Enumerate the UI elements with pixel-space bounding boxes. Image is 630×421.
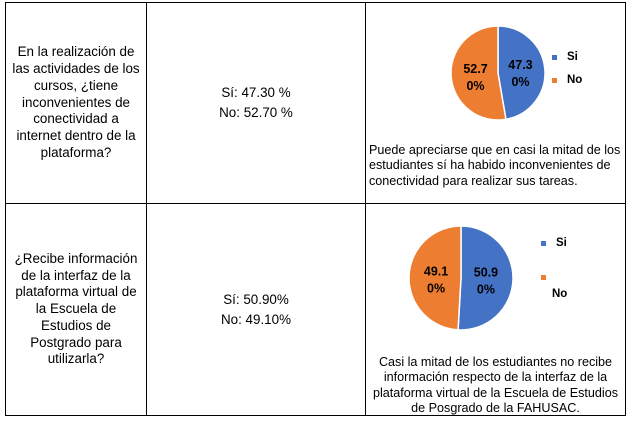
legend-label: Si bbox=[567, 51, 578, 63]
pie-slice-no bbox=[450, 25, 507, 121]
chart-cell: 50.9 0% 49.1 0% Si No Casi la mitad de los … bbox=[365, 203, 626, 416]
answer-si: Sí: 50.90% bbox=[223, 291, 289, 307]
pie-slice-label: 47.3 0% bbox=[508, 58, 532, 89]
pie-slice-si bbox=[457, 225, 514, 331]
legend-item-no: No bbox=[552, 74, 582, 86]
chart-comment: Casi la mitad de los estudiantes no reci… bbox=[372, 355, 618, 416]
question-text: En la realización de las actividades de … bbox=[12, 44, 140, 160]
legend-label: No bbox=[552, 288, 568, 300]
question-text: ¿Recibe información de la interfaz de la… bbox=[14, 250, 138, 367]
answer-no: No: 49.10% bbox=[221, 311, 291, 327]
pie-chart: 50.9 0% 49.1 0% bbox=[408, 225, 514, 331]
legend-item-no: No bbox=[541, 275, 571, 300]
chart-container: 47.3 0% 52.7 0% Si No Puede apreciarse que … bbox=[366, 3, 625, 204]
legend-swatch-no bbox=[552, 77, 557, 83]
legend-label: Si bbox=[556, 237, 567, 249]
answers-cell: Sí: 50.90% No: 49.10% bbox=[146, 203, 366, 416]
pie-slice-label: 50.9 0% bbox=[474, 266, 498, 297]
answers-cell: Sí: 47.30 % No: 52.70 % bbox=[146, 2, 366, 204]
legend-swatch-no bbox=[541, 275, 546, 280]
table-row: En la realización de las actividades de … bbox=[5, 2, 626, 204]
question-cell: En la realización de las actividades de … bbox=[5, 2, 147, 204]
legend-swatch-si bbox=[552, 54, 557, 60]
answer-no: No: 52.70 % bbox=[219, 105, 293, 120]
table-row: ¿Recibe información de la interfaz de la… bbox=[5, 203, 626, 416]
question-cell: ¿Recibe información de la interfaz de la… bbox=[5, 203, 147, 416]
legend-item-si: Si bbox=[552, 51, 578, 63]
answer-si: Sí: 47.30 % bbox=[221, 85, 291, 100]
pie-slice-label: 52.7 0% bbox=[463, 62, 487, 93]
survey-table: En la realización de las actividades de … bbox=[5, 2, 626, 416]
legend-item-si: Si bbox=[541, 237, 567, 249]
legend-label: No bbox=[567, 74, 583, 86]
pie-chart: 47.3 0% 52.7 0% bbox=[450, 25, 546, 121]
pie-slice-no bbox=[408, 225, 462, 331]
chart-comment: Puede apreciarse que en casi la mitad de… bbox=[369, 143, 621, 188]
pie-slice-label: 49.1 0% bbox=[424, 264, 448, 295]
pie-slice-si bbox=[497, 25, 546, 121]
chart-cell: 47.3 0% 52.7 0% Si No Puede apreciarse que … bbox=[365, 2, 626, 204]
legend-swatch-si bbox=[541, 240, 546, 246]
chart-container: 50.9 0% 49.1 0% Si No Casi la mitad de los … bbox=[366, 204, 625, 416]
